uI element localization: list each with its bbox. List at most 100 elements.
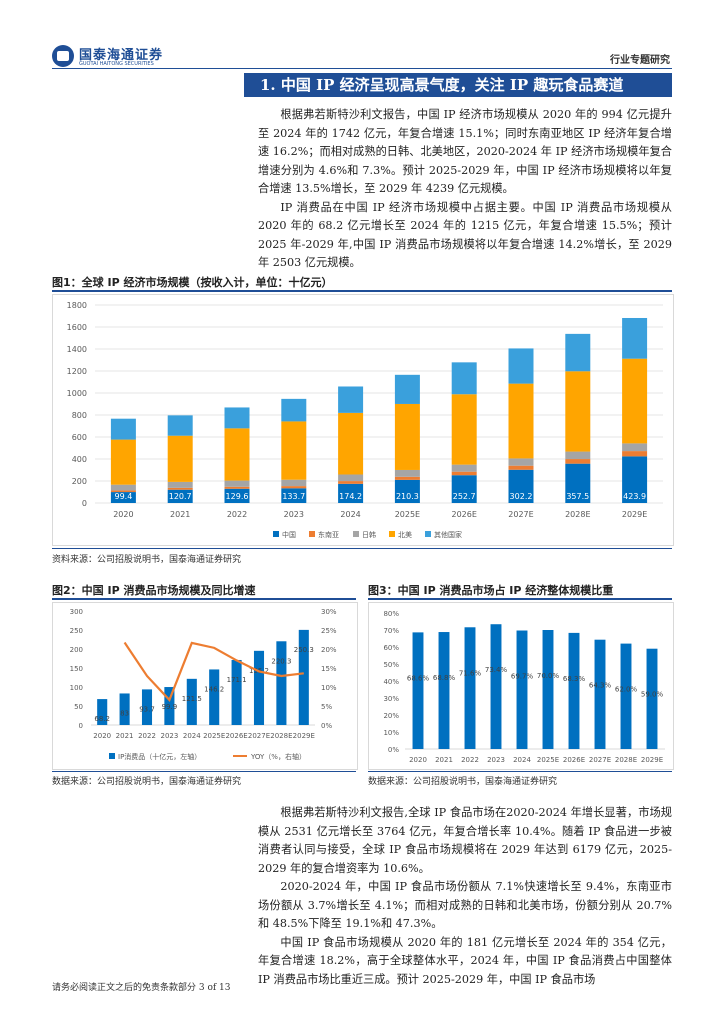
bar-日韩: [508, 458, 534, 466]
bar: [97, 699, 108, 725]
bar: [490, 624, 502, 749]
legend-label: 东南亚: [318, 530, 339, 539]
figure-1-bottom-rule: [52, 548, 672, 549]
bar-其他国家: [394, 374, 420, 404]
data-label: 62.0%: [615, 686, 638, 694]
bar-北美: [110, 439, 136, 485]
x-tick-label: 2022: [138, 732, 156, 740]
y-tick-label: 800: [72, 411, 87, 420]
bar-北美: [224, 428, 250, 481]
bar-北美: [622, 358, 648, 444]
y-tick-label: 1800: [67, 301, 87, 310]
x-tick-label: 2024: [183, 732, 201, 740]
x-tick-label: 2027E: [589, 756, 611, 764]
x-tick-label: 2020: [409, 756, 427, 764]
x-tick-label: 2024: [340, 510, 360, 519]
section-title-bar: [244, 73, 672, 97]
figure-2-title: 图2：中国 IP 消费品市场规模及同比增速: [52, 584, 256, 597]
bar-中国: [508, 469, 534, 503]
bar: [620, 643, 632, 749]
bar-其他国家: [451, 362, 477, 395]
bar: [164, 687, 175, 725]
bar-东南亚: [110, 490, 136, 493]
figure-2-source: 数据来源：公司招股说明书，国泰海通证券研究: [52, 777, 242, 787]
x-tick-label: 2020: [113, 510, 133, 519]
figure-3-chart: 0% 10% 20% 30% 40% 50% 60% 70% 80% 68.6% 2020 68.8%…: [368, 602, 674, 770]
data-label: 73.4%: [485, 666, 508, 674]
y-tick-label: 200: [70, 646, 83, 654]
data-label: 220.3: [271, 657, 291, 665]
bar-中国: [338, 483, 364, 503]
bar-东南亚: [224, 486, 250, 489]
figure-2-chart: 0 50 100 150 200 250 300 0% 5% 10% 15% 20% 25% 30% 68.…: [52, 602, 358, 770]
legend-swatch: [309, 531, 315, 537]
logo-icon: [52, 45, 74, 67]
bar-中国: [281, 488, 307, 503]
bar-北美: [508, 383, 534, 459]
bar: [542, 630, 554, 749]
y-tick-label: 600: [72, 433, 87, 442]
data-label: 64.3%: [589, 682, 612, 690]
y-tick-label: 1200: [67, 367, 87, 376]
y-tick-label: 150: [70, 665, 83, 673]
bar-中国: [565, 463, 591, 503]
bar-中国: [167, 489, 193, 503]
bar: [646, 648, 658, 749]
y-tick-label: 60%: [383, 644, 399, 652]
paragraph: 根据弗若斯特沙利文报告，中国 IP 经济市场规模从 2020 年的 994 亿元…: [258, 108, 672, 195]
bar-日韩: [394, 469, 420, 477]
bar-日韩: [565, 451, 591, 460]
y2-tick-label: 25%: [321, 627, 337, 635]
legend-label: IP消费品（十亿元，左轴）: [118, 752, 201, 761]
data-label: 357.5: [566, 492, 589, 501]
y-tick-label: 300: [70, 608, 83, 616]
y2-tick-label: 0%: [321, 722, 332, 730]
x-tick-label: 2029E: [293, 732, 315, 740]
y2-tick-label: 20%: [321, 646, 337, 654]
bar-东南亚: [281, 486, 307, 489]
data-label: 250.3: [294, 646, 314, 654]
legend-swatch: [273, 531, 279, 537]
x-tick-label: 2025E: [203, 732, 225, 740]
legend-swatch: [389, 531, 395, 537]
bar: [438, 632, 450, 749]
bar-东南亚: [508, 465, 534, 470]
section-2-body: 根据弗若斯特沙利文报告,全球 IP 食品市场在2020-2024 年增长显著，市…: [258, 804, 672, 989]
data-label: 68.3%: [563, 675, 586, 683]
figure-3-title: 图3：中国 IP 消费品市场占 IP 经济整体规模比重: [368, 584, 614, 597]
x-tick-label: 2025E: [537, 756, 559, 764]
bar: [253, 650, 265, 725]
y-tick-label: 400: [72, 455, 87, 464]
legend-label: 其他国家: [434, 530, 462, 539]
bar: [412, 632, 424, 749]
y-tick-label: 70%: [383, 627, 399, 635]
y-tick-label: 20%: [383, 712, 399, 720]
bar: [516, 630, 528, 749]
bar-东南亚: [451, 471, 477, 476]
paragraph: 中国 IP 食品市场规模从 2020 年的 181 亿元增长至 2024 年的 …: [258, 935, 672, 986]
bar: [231, 659, 242, 725]
section-body: 根据弗若斯特沙利文报告，中国 IP 经济市场规模从 2020 年的 994 亿元…: [258, 106, 672, 273]
bar-日韩: [224, 480, 250, 487]
x-tick-label: 2022: [227, 510, 247, 519]
x-tick-label: 2021: [435, 756, 453, 764]
data-label: 252.7: [453, 492, 476, 501]
data-label: 121.5: [182, 695, 202, 703]
bar: [568, 632, 580, 749]
x-tick-label: 2023: [284, 510, 304, 519]
bar: [464, 627, 476, 749]
bar-中国: [451, 475, 477, 503]
paragraph: 根据弗若斯特沙利文报告,全球 IP 食品市场在2020-2024 年增长显著，市…: [258, 806, 672, 875]
legend-label: YOY（%，右轴）: [250, 752, 306, 761]
bar-其他国家: [338, 386, 364, 413]
legend-swatch: [109, 753, 115, 759]
figure-3-svg: 0% 10% 20% 30% 40% 50% 60% 70% 80% 68.6% 2020 68.8%…: [383, 610, 665, 764]
y2-tick-label: 30%: [321, 608, 337, 616]
y-tick-label: 40%: [383, 678, 399, 686]
y-tick-label: 80%: [383, 610, 399, 618]
bar-东南亚: [338, 481, 364, 484]
x-tick-label: 2024: [513, 756, 531, 764]
bar-中国: [394, 479, 420, 503]
bar-东南亚: [167, 487, 193, 490]
paragraph: 2020-2024 年，中国 IP 食品市场份额从 7.1%快速增长至 9.4%…: [258, 880, 672, 930]
